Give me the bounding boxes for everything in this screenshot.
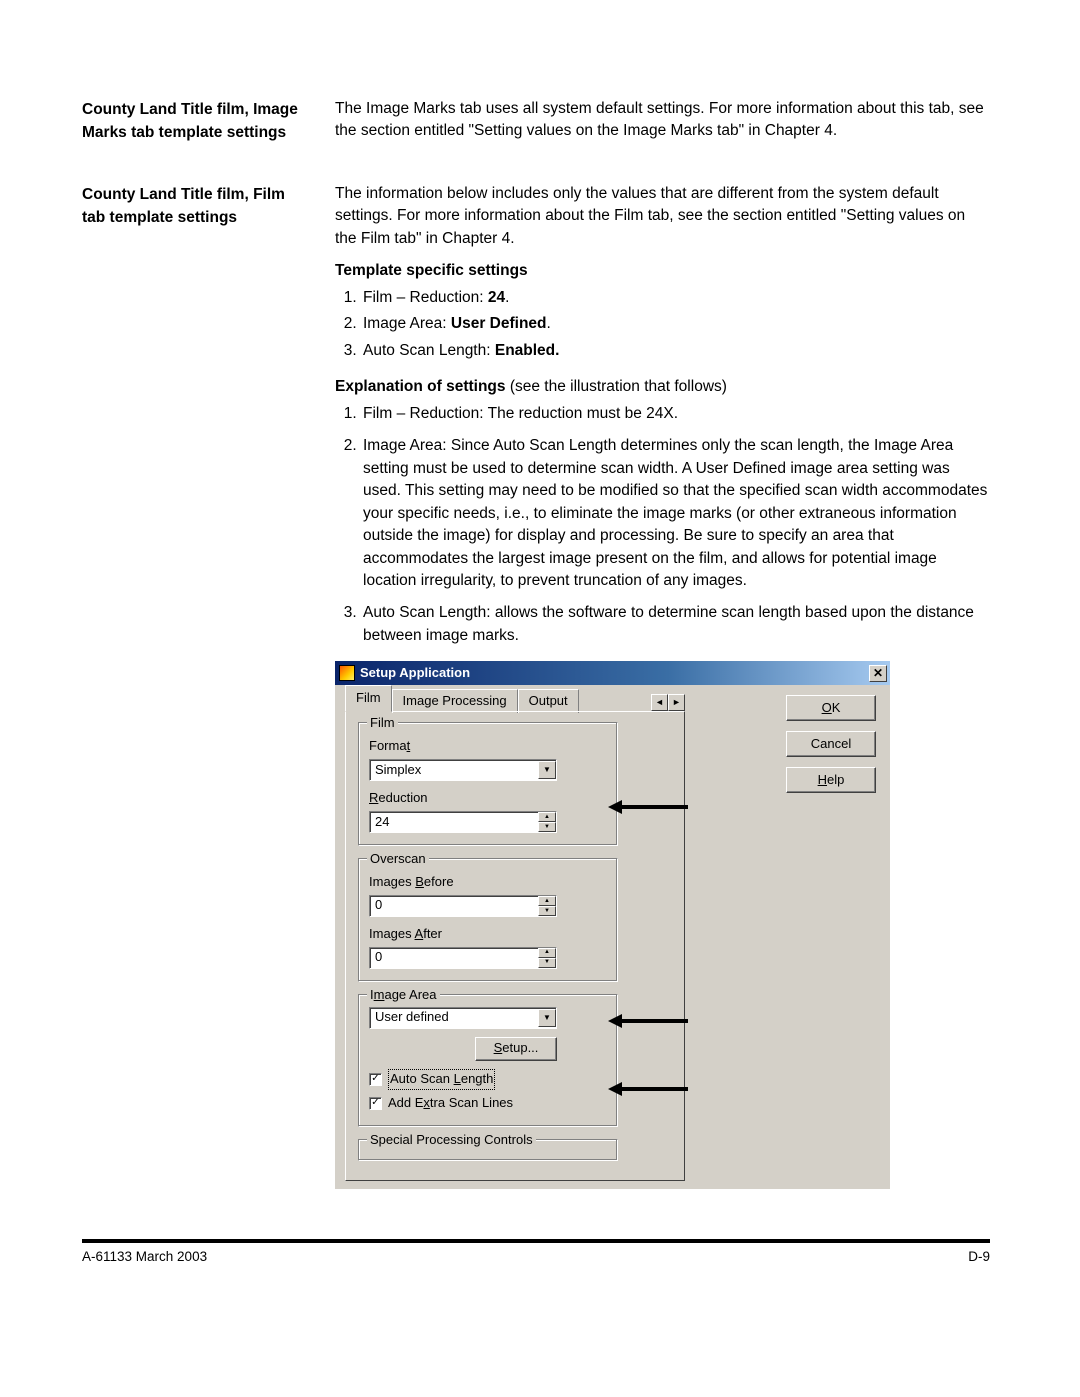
spin-down-icon[interactable]: ▼: [538, 906, 556, 916]
group-image-area: Image Area User defined ▼ Setup... ✓ Aut…: [358, 994, 618, 1128]
template-item: Auto Scan Length: Enabled.: [361, 340, 990, 362]
spin-down-icon[interactable]: ▼: [538, 822, 556, 832]
titlebar: Setup Application ✕: [335, 661, 890, 685]
explain-title: Explanation of settings (see the illustr…: [335, 376, 990, 398]
setup-button[interactable]: Setup...: [475, 1037, 557, 1061]
chevron-down-icon[interactable]: ▼: [538, 1009, 556, 1027]
tab-image-processing[interactable]: Image Processing: [392, 689, 518, 714]
footer-left: A-61133 March 2003: [82, 1249, 207, 1264]
explain-item: Auto Scan Length: allows the software to…: [361, 602, 990, 647]
extra-scan-lines-checkbox[interactable]: ✓: [369, 1097, 382, 1110]
group-title-special: Special Processing Controls: [367, 1131, 536, 1150]
reduction-label: Reduction: [369, 789, 607, 808]
auto-scan-length-checkbox[interactable]: ✓: [369, 1073, 382, 1086]
images-after-spinner[interactable]: 0 ▲ ▼: [369, 947, 557, 969]
chevron-down-icon[interactable]: ▼: [538, 761, 556, 779]
reduction-spinner[interactable]: 24 ▲ ▼: [369, 811, 557, 833]
spin-up-icon[interactable]: ▲: [538, 812, 556, 822]
group-title-film: Film: [367, 714, 398, 733]
section-image-marks: County Land Title film, Image Marks tab …: [82, 98, 990, 153]
close-icon[interactable]: ✕: [869, 665, 887, 682]
extra-scan-lines-row: ✓ Add Extra Scan Lines: [369, 1094, 607, 1113]
dialog-side-buttons: OK Cancel Help: [786, 695, 876, 793]
template-item: Film – Reduction: 24.: [361, 287, 990, 309]
auto-scan-length-label: Auto Scan Length: [388, 1069, 495, 1090]
group-title-overscan: Overscan: [367, 850, 429, 869]
images-before-spinner[interactable]: 0 ▲ ▼: [369, 895, 557, 917]
side-heading-1: County Land Title film, Image Marks tab …: [82, 98, 307, 153]
spin-down-icon[interactable]: ▼: [538, 958, 556, 968]
tab-right-icon[interactable]: ►: [668, 694, 685, 711]
app-icon: [339, 665, 355, 681]
setup-application-dialog: Setup Application ✕ OK Cancel Help Film …: [335, 661, 890, 1189]
side-heading-2: County Land Title film, Film tab templat…: [82, 183, 307, 1189]
arrow-annotation: [608, 1014, 688, 1028]
auto-scan-length-row: ✓ Auto Scan Length: [369, 1069, 607, 1090]
explain-list: Film – Reduction: The reduction must be …: [335, 403, 990, 648]
template-title: Template specific settings: [335, 260, 990, 282]
arrow-annotation: [608, 800, 688, 814]
extra-scan-lines-label: Add Extra Scan Lines: [388, 1094, 513, 1113]
help-button[interactable]: Help: [786, 767, 876, 793]
body-col-2: The information below includes only the …: [335, 183, 990, 1189]
para-image-marks: The Image Marks tab uses all system defa…: [335, 98, 990, 143]
format-dropdown[interactable]: Simplex ▼: [369, 759, 557, 781]
page-footer: A-61133 March 2003 D-9: [0, 1243, 1080, 1304]
images-after-label: Images After: [369, 925, 607, 944]
group-overscan: Overscan Images Before 0 ▲ ▼ Images Af: [358, 858, 618, 982]
group-film: Film Format Simplex ▼ Reduction 24: [358, 722, 618, 846]
group-special: Special Processing Controls: [358, 1139, 618, 1161]
tab-output[interactable]: Output: [518, 689, 579, 714]
spin-up-icon[interactable]: ▲: [538, 896, 556, 906]
dialog-body: OK Cancel Help Film Image Processing Out…: [335, 685, 890, 1189]
footer-right: D-9: [968, 1249, 990, 1264]
page: County Land Title film, Image Marks tab …: [0, 0, 1080, 1229]
tab-scroll: ◄ ►: [651, 694, 685, 711]
images-before-label: Images Before: [369, 873, 607, 892]
ok-button[interactable]: OK: [786, 695, 876, 721]
section-film-tab: County Land Title film, Film tab templat…: [82, 183, 990, 1189]
image-area-dropdown[interactable]: User defined ▼: [369, 1007, 557, 1029]
tab-panel-film: Film Format Simplex ▼ Reduction 24: [345, 711, 685, 1181]
template-item: Image Area: User Defined.: [361, 313, 990, 335]
body-col-1: The Image Marks tab uses all system defa…: [335, 98, 990, 153]
format-label: Format: [369, 737, 607, 756]
tab-left-icon[interactable]: ◄: [651, 694, 668, 711]
arrow-annotation: [608, 1082, 688, 1096]
para-intro: The information below includes only the …: [335, 183, 990, 250]
spin-up-icon[interactable]: ▲: [538, 948, 556, 958]
group-title-image-area: Image Area: [367, 986, 440, 1005]
tab-film[interactable]: Film: [345, 685, 392, 713]
tab-strip: Film Image Processing Output ◄ ►: [345, 689, 685, 711]
explain-item: Image Area: Since Auto Scan Length deter…: [361, 435, 990, 592]
explain-item: Film – Reduction: The reduction must be …: [361, 403, 990, 425]
cancel-button[interactable]: Cancel: [786, 731, 876, 757]
template-list: Film – Reduction: 24. Image Area: User D…: [335, 287, 990, 362]
window-title: Setup Application: [360, 664, 470, 683]
